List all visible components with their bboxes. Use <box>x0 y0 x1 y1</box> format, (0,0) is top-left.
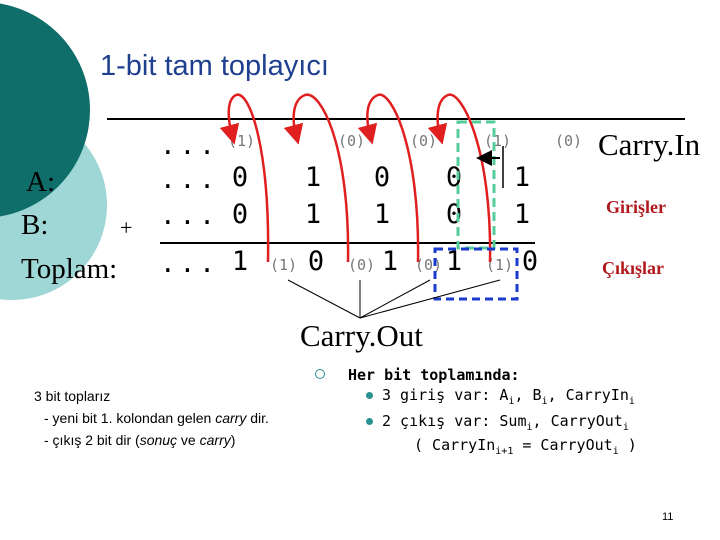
carry-out-digit: (0) <box>348 256 376 274</box>
carry-in-label: Carry.In <box>598 127 701 162</box>
row-label-sum: Toplam: <box>21 253 118 285</box>
notes-heading: Her bit toplamında: <box>348 366 520 384</box>
a-digit: 1 <box>513 162 531 193</box>
bullet-dot-icon <box>366 392 373 399</box>
carry-out-pointer <box>359 279 431 319</box>
note-line: 3 bit toplarız <box>34 388 111 404</box>
sum-digit: 0 <box>307 246 325 277</box>
inputs-box <box>456 120 496 250</box>
sum-digit: 1 <box>381 246 399 277</box>
outputs-box <box>433 247 519 301</box>
carry-out-label: Carry.Out <box>300 318 423 353</box>
a-digit: 0 <box>373 162 391 193</box>
carry-out-digit: (1) <box>270 256 298 274</box>
inputs-label: Girişler <box>606 197 666 217</box>
plus-sign: + <box>120 215 133 240</box>
sum-digit: 0 <box>521 246 539 277</box>
row-label-b: B: <box>21 209 49 241</box>
dots-a-row: ... <box>160 165 219 195</box>
b-digit: 0 <box>231 199 249 230</box>
a-digit: 1 <box>304 162 322 193</box>
dots-sum-row: ... <box>160 249 219 279</box>
note-line: - çıkış 2 bit dir (sonuç ve carry) <box>44 432 236 448</box>
page-number: 11 <box>662 511 674 523</box>
carry-arrow <box>283 93 350 263</box>
carry-out-digit: (1) <box>486 256 514 274</box>
b-digit: 1 <box>513 199 531 230</box>
carry-in-digit: (1) <box>484 132 512 150</box>
sum-digit: 1 <box>445 246 463 277</box>
bullet-ring-icon <box>315 366 325 384</box>
carry-out-pointer <box>287 279 361 319</box>
title-rule <box>107 118 685 120</box>
b-digit: 1 <box>373 199 391 230</box>
carry-in-digit: (0) <box>555 132 583 150</box>
carry-arrow <box>427 93 492 263</box>
note-item: 3 giriş var: Ai, Bi, CarryIni <box>382 386 635 407</box>
dots-carry-row: ... <box>160 131 219 161</box>
sum-digit: 1 <box>231 246 249 277</box>
slide-title: 1-bit tam toplayıcı <box>100 50 329 82</box>
carry-arrow <box>357 93 420 263</box>
note-item: ( CarryIni+1 = CarryOuti ) <box>414 436 637 457</box>
note-item: 2 çıkış var: Sumi, CarryOuti <box>382 412 629 433</box>
note-line: - yeni bit 1. kolondan gelen carry dir. <box>44 410 269 426</box>
b-digit: 1 <box>304 199 322 230</box>
a-digit: 0 <box>231 162 249 193</box>
outputs-label: Çıkışlar <box>602 258 665 278</box>
carry-arrow <box>219 93 270 263</box>
row-label-a: A: <box>26 166 55 198</box>
dark-teal-circle <box>0 3 90 217</box>
bullet-dot-icon <box>366 418 373 425</box>
dots-b-row: ... <box>160 201 219 231</box>
carry-out-pointer <box>359 279 501 319</box>
